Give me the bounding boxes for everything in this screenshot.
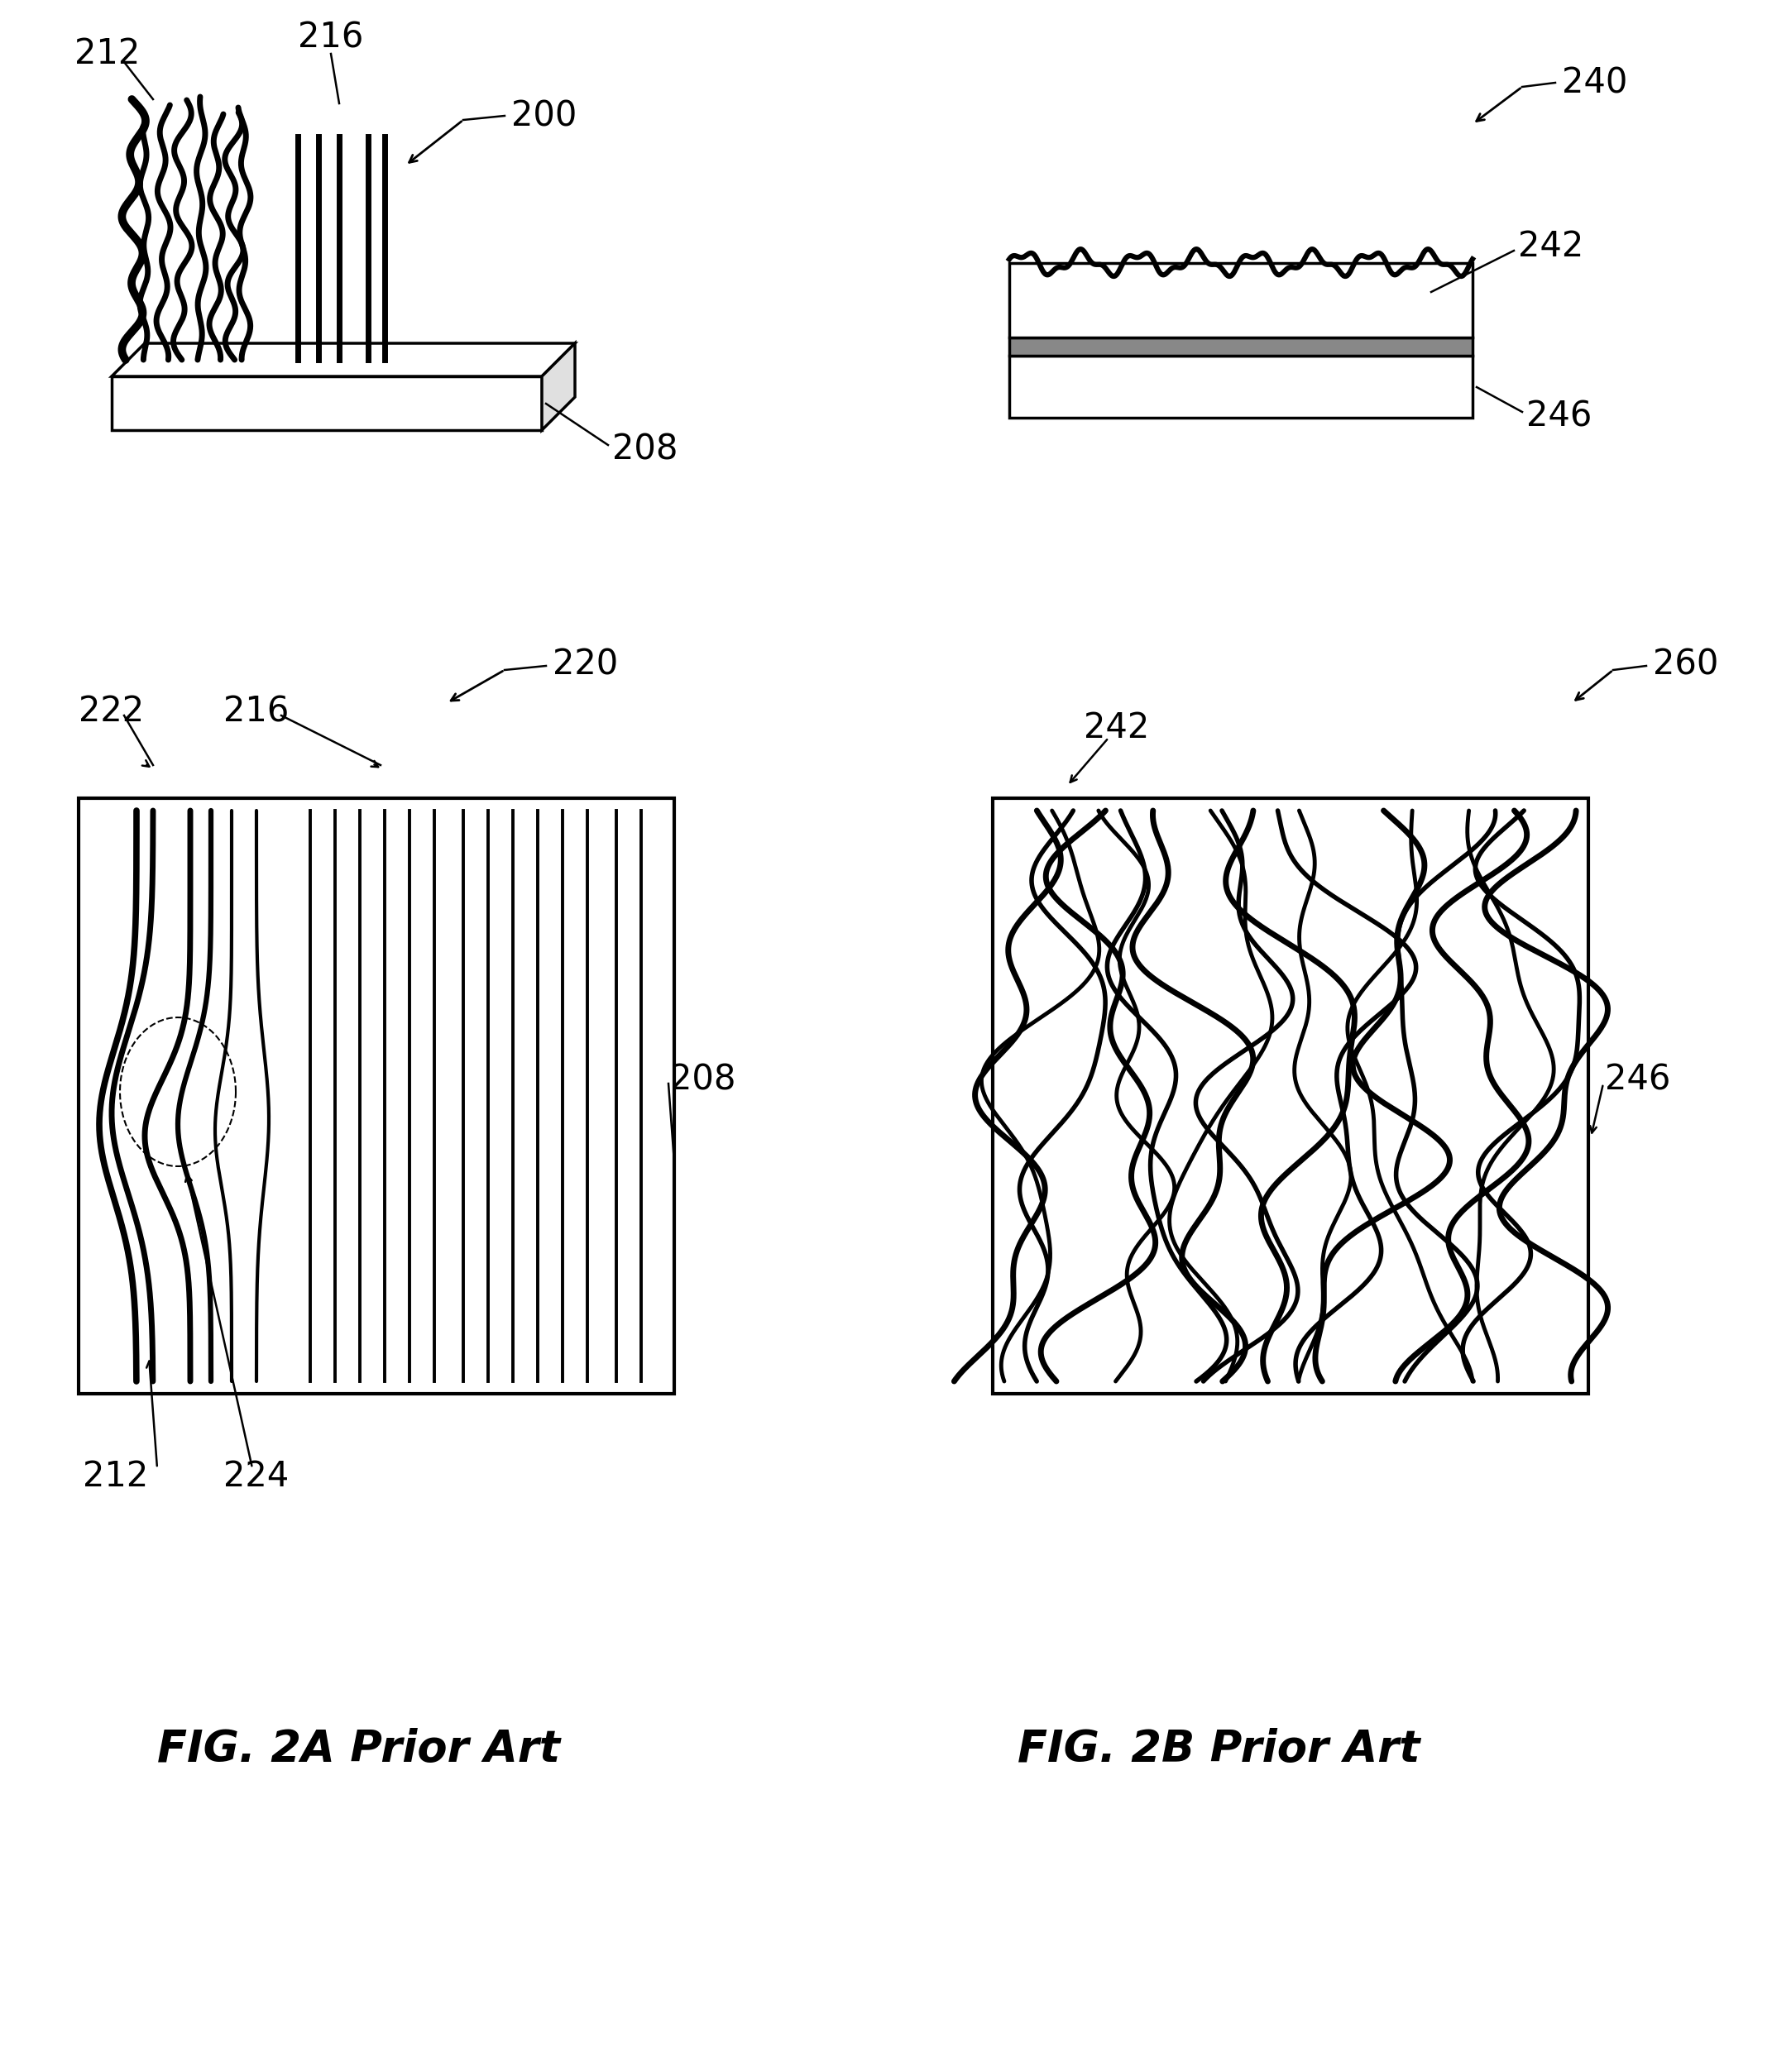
- Text: 200: 200: [512, 99, 578, 133]
- Text: FIG. 2A Prior Art: FIG. 2A Prior Art: [158, 1728, 560, 1772]
- Bar: [992, 798, 1588, 1394]
- Text: 208: 208: [611, 431, 679, 466]
- Text: 224: 224: [223, 1459, 289, 1494]
- Text: 208: 208: [670, 1063, 735, 1096]
- Bar: [1010, 338, 1473, 356]
- Polygon shape: [112, 377, 542, 431]
- Text: 242: 242: [1084, 711, 1150, 746]
- Text: 246: 246: [1526, 398, 1591, 433]
- Bar: [1010, 263, 1473, 338]
- Text: 216: 216: [298, 21, 363, 54]
- Text: 212: 212: [74, 37, 140, 70]
- Text: 242: 242: [1519, 230, 1584, 263]
- Text: 212: 212: [83, 1459, 149, 1494]
- Text: 260: 260: [1653, 646, 1719, 682]
- Polygon shape: [112, 344, 574, 377]
- Text: FIG. 2B Prior Art: FIG. 2B Prior Art: [1017, 1728, 1419, 1772]
- Bar: [1010, 356, 1473, 419]
- Bar: [78, 798, 673, 1394]
- Text: 220: 220: [553, 646, 618, 682]
- Text: 240: 240: [1561, 66, 1627, 99]
- Text: 216: 216: [223, 694, 289, 729]
- Text: 246: 246: [1605, 1063, 1671, 1096]
- Polygon shape: [542, 344, 574, 431]
- Text: 222: 222: [78, 694, 144, 729]
